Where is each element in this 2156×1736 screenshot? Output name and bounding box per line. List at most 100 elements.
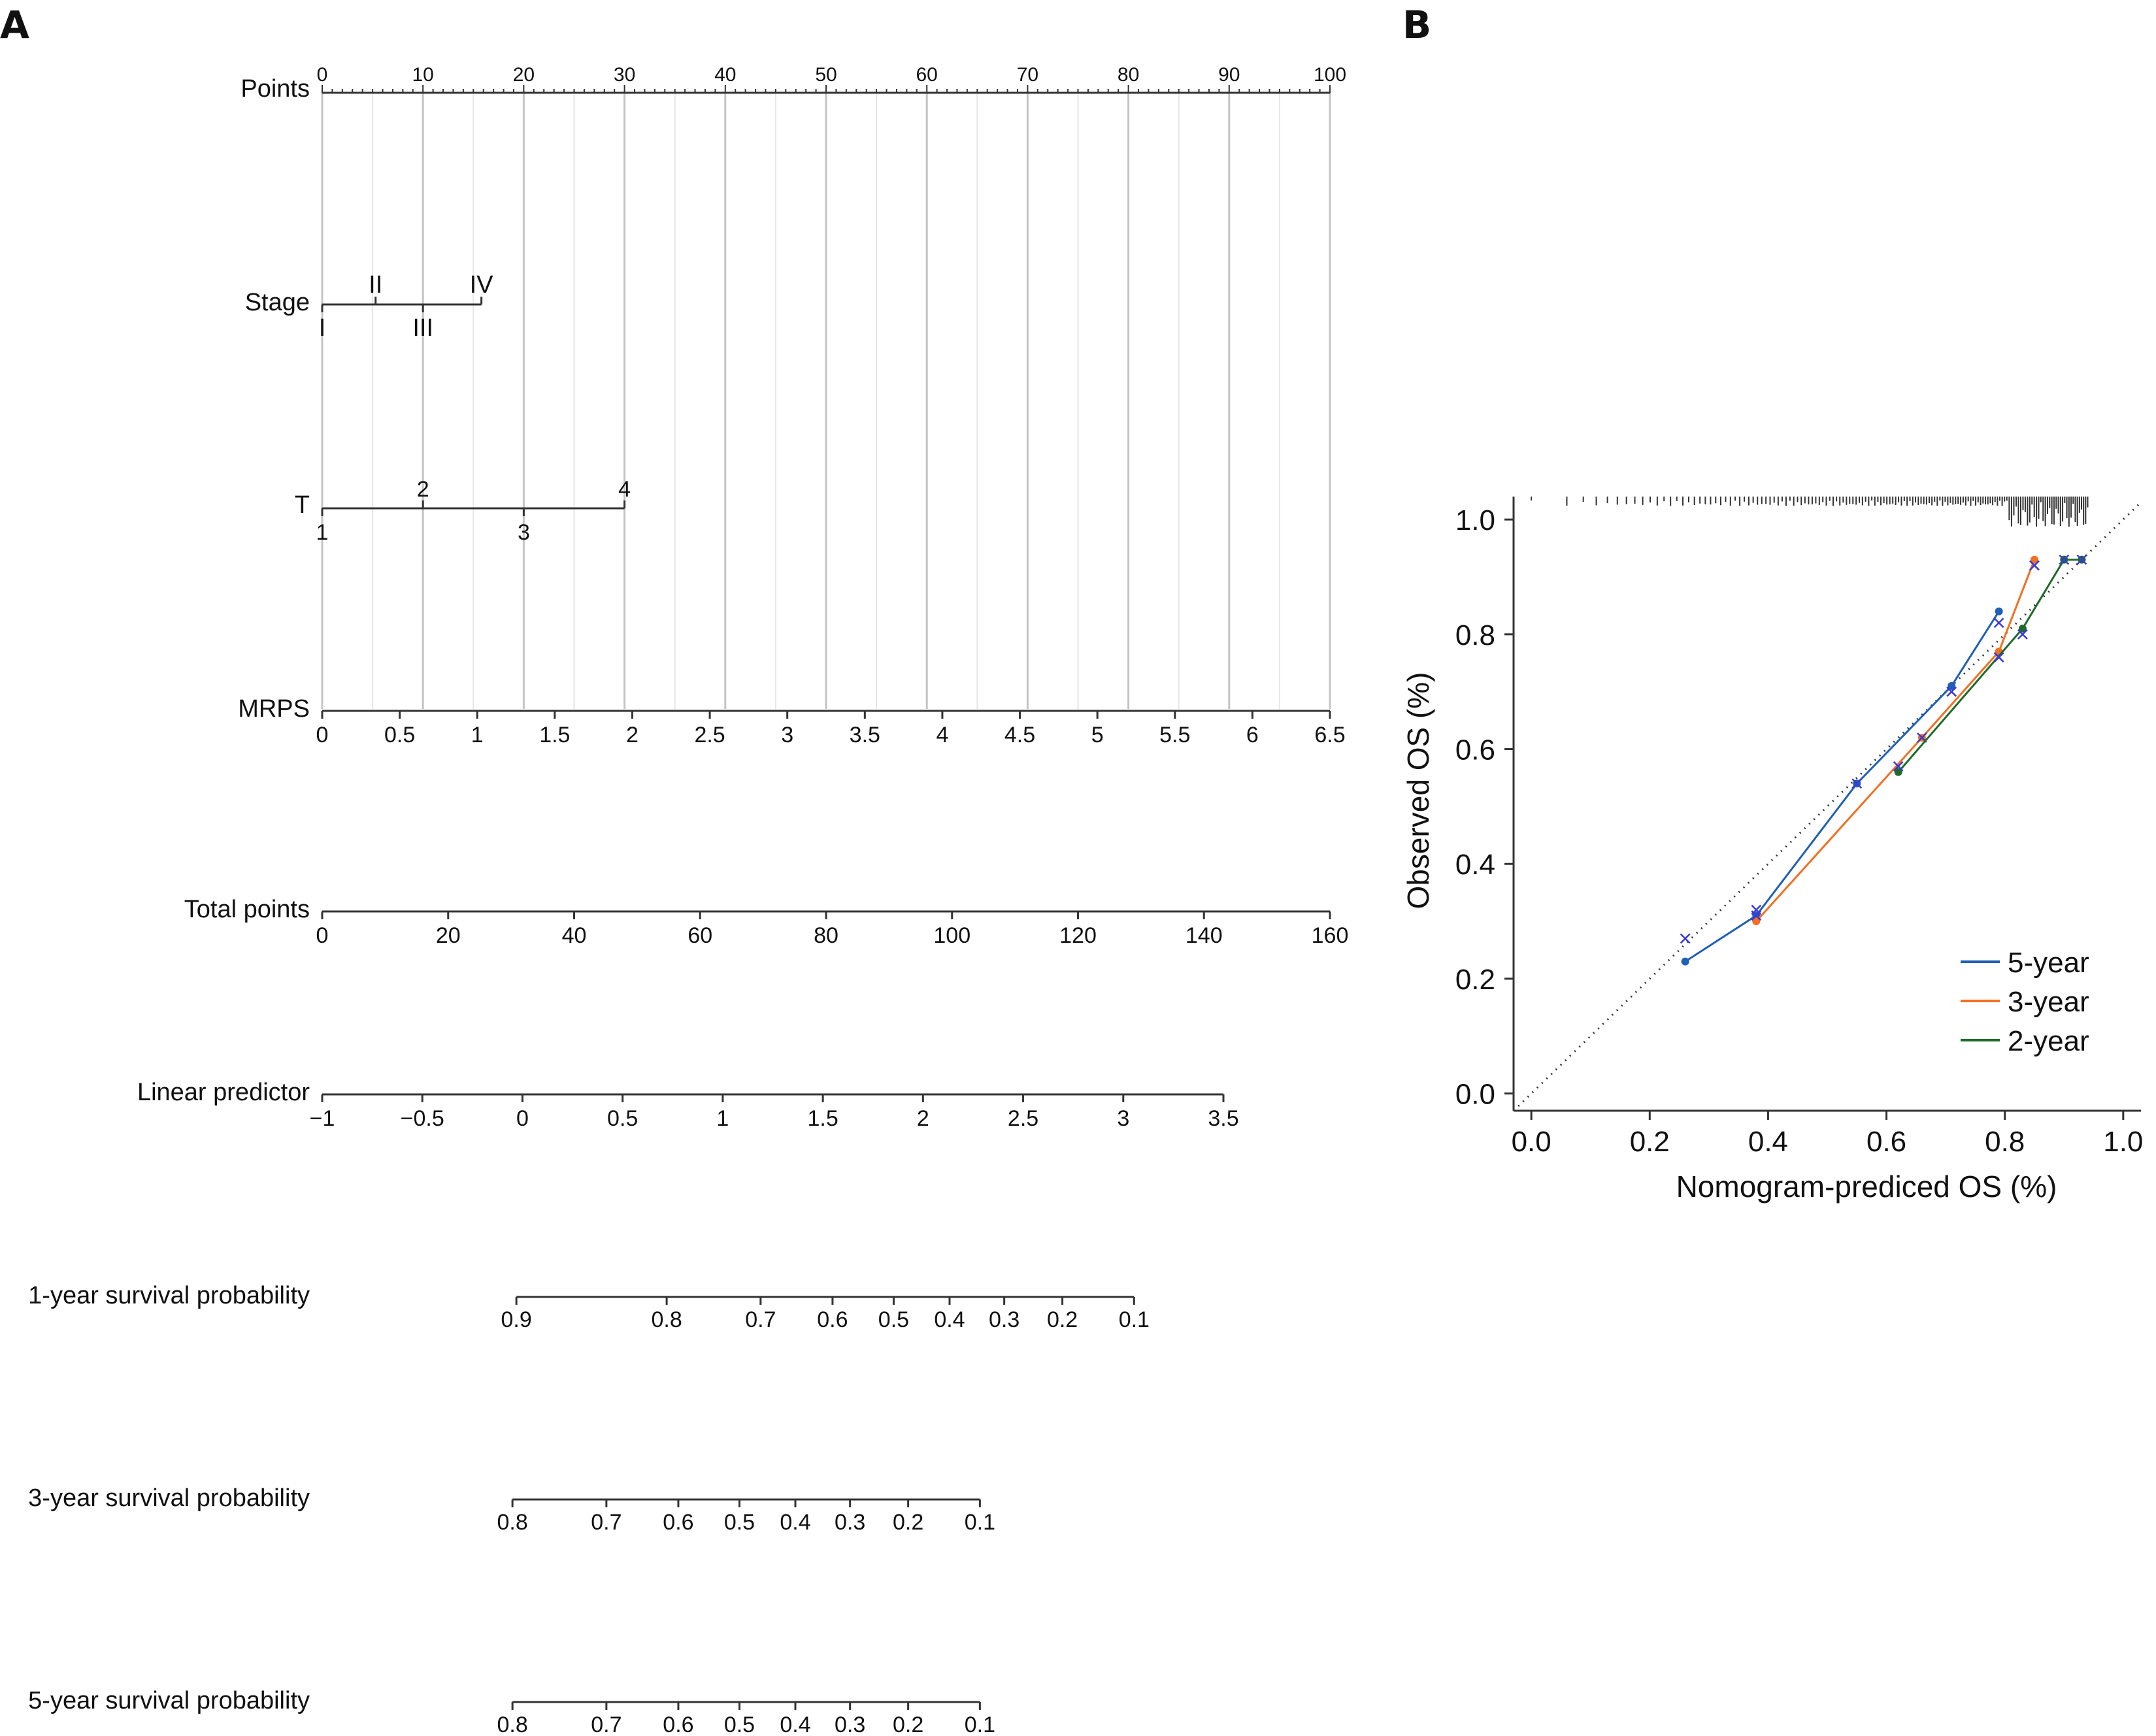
tick-label: 0.6 [663, 1712, 693, 1736]
tick-label: 20 [513, 64, 535, 86]
y-axis-title: Observed OS (%) [1401, 672, 1435, 909]
stage-row-label: Stage [245, 289, 310, 316]
level-label: 1 [316, 520, 329, 545]
tick-label: 3 [781, 723, 793, 747]
tick-label: 0.4 [934, 1307, 965, 1332]
surv3-row-label: 3-year survival probability [28, 1484, 310, 1512]
x-mark [2076, 554, 2087, 565]
series-line [1755, 559, 2036, 923]
surv3-axis: 0.8 0.7 0.6 0.5 0.4 0.3 0.2 0.1 [497, 1498, 995, 1535]
tick-label: −0.5 [401, 1106, 444, 1131]
tick-label: 40 [562, 923, 587, 948]
tick-label: 120 [1059, 923, 1097, 948]
x-tick-label: 0.8 [1985, 1126, 2025, 1158]
tick-label: 70 [1017, 64, 1038, 86]
tick-label: 0.8 [497, 1510, 528, 1535]
tick-label: 30 [614, 64, 635, 86]
tick-label: 90 [1218, 64, 1240, 86]
tick-label: 3 [1117, 1106, 1129, 1131]
x-axis-title: Nomogram-prediced OS (%) [1676, 1170, 2057, 1204]
tick-label: 0.4 [780, 1712, 810, 1736]
tick-label: 0.5 [384, 723, 415, 747]
x-tick-label: 0.4 [1748, 1126, 1788, 1158]
tick-label: 6.5 [1314, 723, 1345, 747]
tick-label: 6 [1246, 723, 1259, 747]
corrected-point [1993, 652, 2004, 663]
tick-label: 0.6 [663, 1510, 693, 1535]
tick-label: 0.6 [817, 1307, 848, 1332]
tick-label: 4.5 [1004, 723, 1035, 747]
tick-label: 0.8 [651, 1307, 682, 1332]
series-line [1897, 559, 2082, 773]
tick-label: 60 [688, 923, 712, 948]
y-tick-label: 0.2 [1455, 964, 1495, 996]
surv1-row-label: 1-year survival probability [28, 1282, 310, 1309]
tick-label: 0 [516, 1106, 529, 1131]
tick-label: 0.2 [893, 1510, 923, 1535]
x-mark [1917, 732, 1927, 743]
corrected-point [1993, 617, 2004, 629]
tick-label: 60 [916, 64, 938, 86]
level-label: III [412, 314, 433, 342]
ideal-reference-line [1512, 501, 2142, 1112]
tick-label: 0.2 [1047, 1307, 1078, 1332]
tick-label: 0.7 [591, 1510, 622, 1535]
corrected-point [2076, 554, 2087, 565]
y-tick-label: 0.4 [1455, 849, 1495, 881]
calibration-panel: B 0.0 0.2 0.4 0.6 0.8 1.0 0.0 0.2 0.4 0.6 0.8 1.0 N… [1401, 3, 2143, 1204]
legend-label: 5-year [2008, 947, 2089, 979]
tick-label: 0.8 [497, 1712, 528, 1736]
tick-label: 0.7 [591, 1712, 622, 1736]
corrected-point [1851, 778, 1863, 789]
linear-predictor-axis: −1 −0.5 0 0.5 1 1.5 2 2.5 3 3.5 [310, 1093, 1239, 1131]
tick-label: 0 [316, 723, 329, 747]
points-gridlines [321, 91, 1331, 709]
corrected-point [1751, 910, 1762, 921]
x-mark [2029, 560, 2040, 571]
observed-point [2030, 555, 2038, 564]
t-row-label: T [295, 491, 310, 519]
tick-label: 10 [412, 64, 434, 86]
tick-label: 160 [1312, 923, 1349, 948]
x-mark [1993, 617, 2004, 629]
tick-label: 5 [1091, 723, 1104, 747]
surv1-axis: 0.9 0.8 0.7 0.6 0.5 0.4 0.3 0.2 0.1 [501, 1296, 1150, 1332]
calibration-series [1680, 554, 2087, 966]
series-5-year [1680, 560, 2040, 966]
tick-label: 5.5 [1159, 723, 1190, 747]
x-mark [1993, 652, 2004, 663]
t-axis: 1 2 3 4 [316, 477, 631, 545]
tick-label: 3.5 [1208, 1106, 1238, 1131]
x-tick-label: 0.0 [1512, 1126, 1551, 1158]
corrected-point [2017, 629, 2028, 640]
tick-label: 50 [815, 64, 837, 86]
tick-label: 0.5 [724, 1712, 755, 1736]
linear-predictor-row-label: Linear predictor [137, 1079, 310, 1106]
tick-label: 0.4 [780, 1510, 810, 1535]
tick-label: 0.2 [893, 1712, 923, 1736]
tick-label: 1 [716, 1106, 729, 1131]
panel-b-label: B [1402, 3, 1431, 47]
panel-a-label: A [0, 3, 29, 47]
tick-label: 0.5 [878, 1307, 909, 1332]
surv5-row-label: 5-year survival probability [28, 1687, 310, 1714]
mrps-row-label: MRPS [238, 695, 310, 723]
nomogram-panel: A Points 0 10 20 30 40 50 60 70 80 90 100 Stage II… [0, 3, 1348, 1736]
tick-label: 2.5 [694, 723, 725, 747]
corrected-point [1680, 933, 1691, 944]
tick-label: 40 [714, 64, 736, 86]
x-mark [2017, 629, 2028, 640]
level-label: I [319, 314, 326, 342]
total-points-axis: 0 20 40 60 80 100 120 140 160 [316, 910, 1349, 948]
tick-label: 0.5 [607, 1106, 638, 1131]
points-axis: 0 10 20 30 40 50 60 70 80 90 100 [317, 64, 1346, 94]
level-label: IV [470, 271, 494, 299]
observed-point [1948, 681, 1956, 690]
tick-label: 0.3 [989, 1307, 1020, 1332]
observed-point [2018, 625, 2027, 633]
legend-label: 2-year [2008, 1025, 2089, 1057]
x-mark [2059, 554, 2070, 565]
tick-label: 0.7 [745, 1307, 776, 1332]
